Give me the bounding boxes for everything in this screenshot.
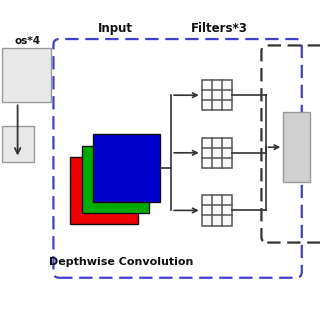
Bar bbox=[202, 80, 232, 110]
Text: Filters*3: Filters*3 bbox=[191, 22, 248, 35]
Text: Input: Input bbox=[98, 22, 133, 35]
FancyBboxPatch shape bbox=[2, 48, 51, 102]
Bar bbox=[93, 134, 160, 202]
FancyBboxPatch shape bbox=[2, 126, 34, 162]
Bar bbox=[82, 146, 149, 213]
Bar bbox=[202, 138, 232, 168]
Text: os*4: os*4 bbox=[14, 36, 40, 46]
Text: Depthwise Convolution: Depthwise Convolution bbox=[49, 257, 194, 268]
Bar bbox=[202, 195, 232, 226]
Bar bbox=[283, 112, 310, 182]
Bar bbox=[70, 157, 138, 224]
